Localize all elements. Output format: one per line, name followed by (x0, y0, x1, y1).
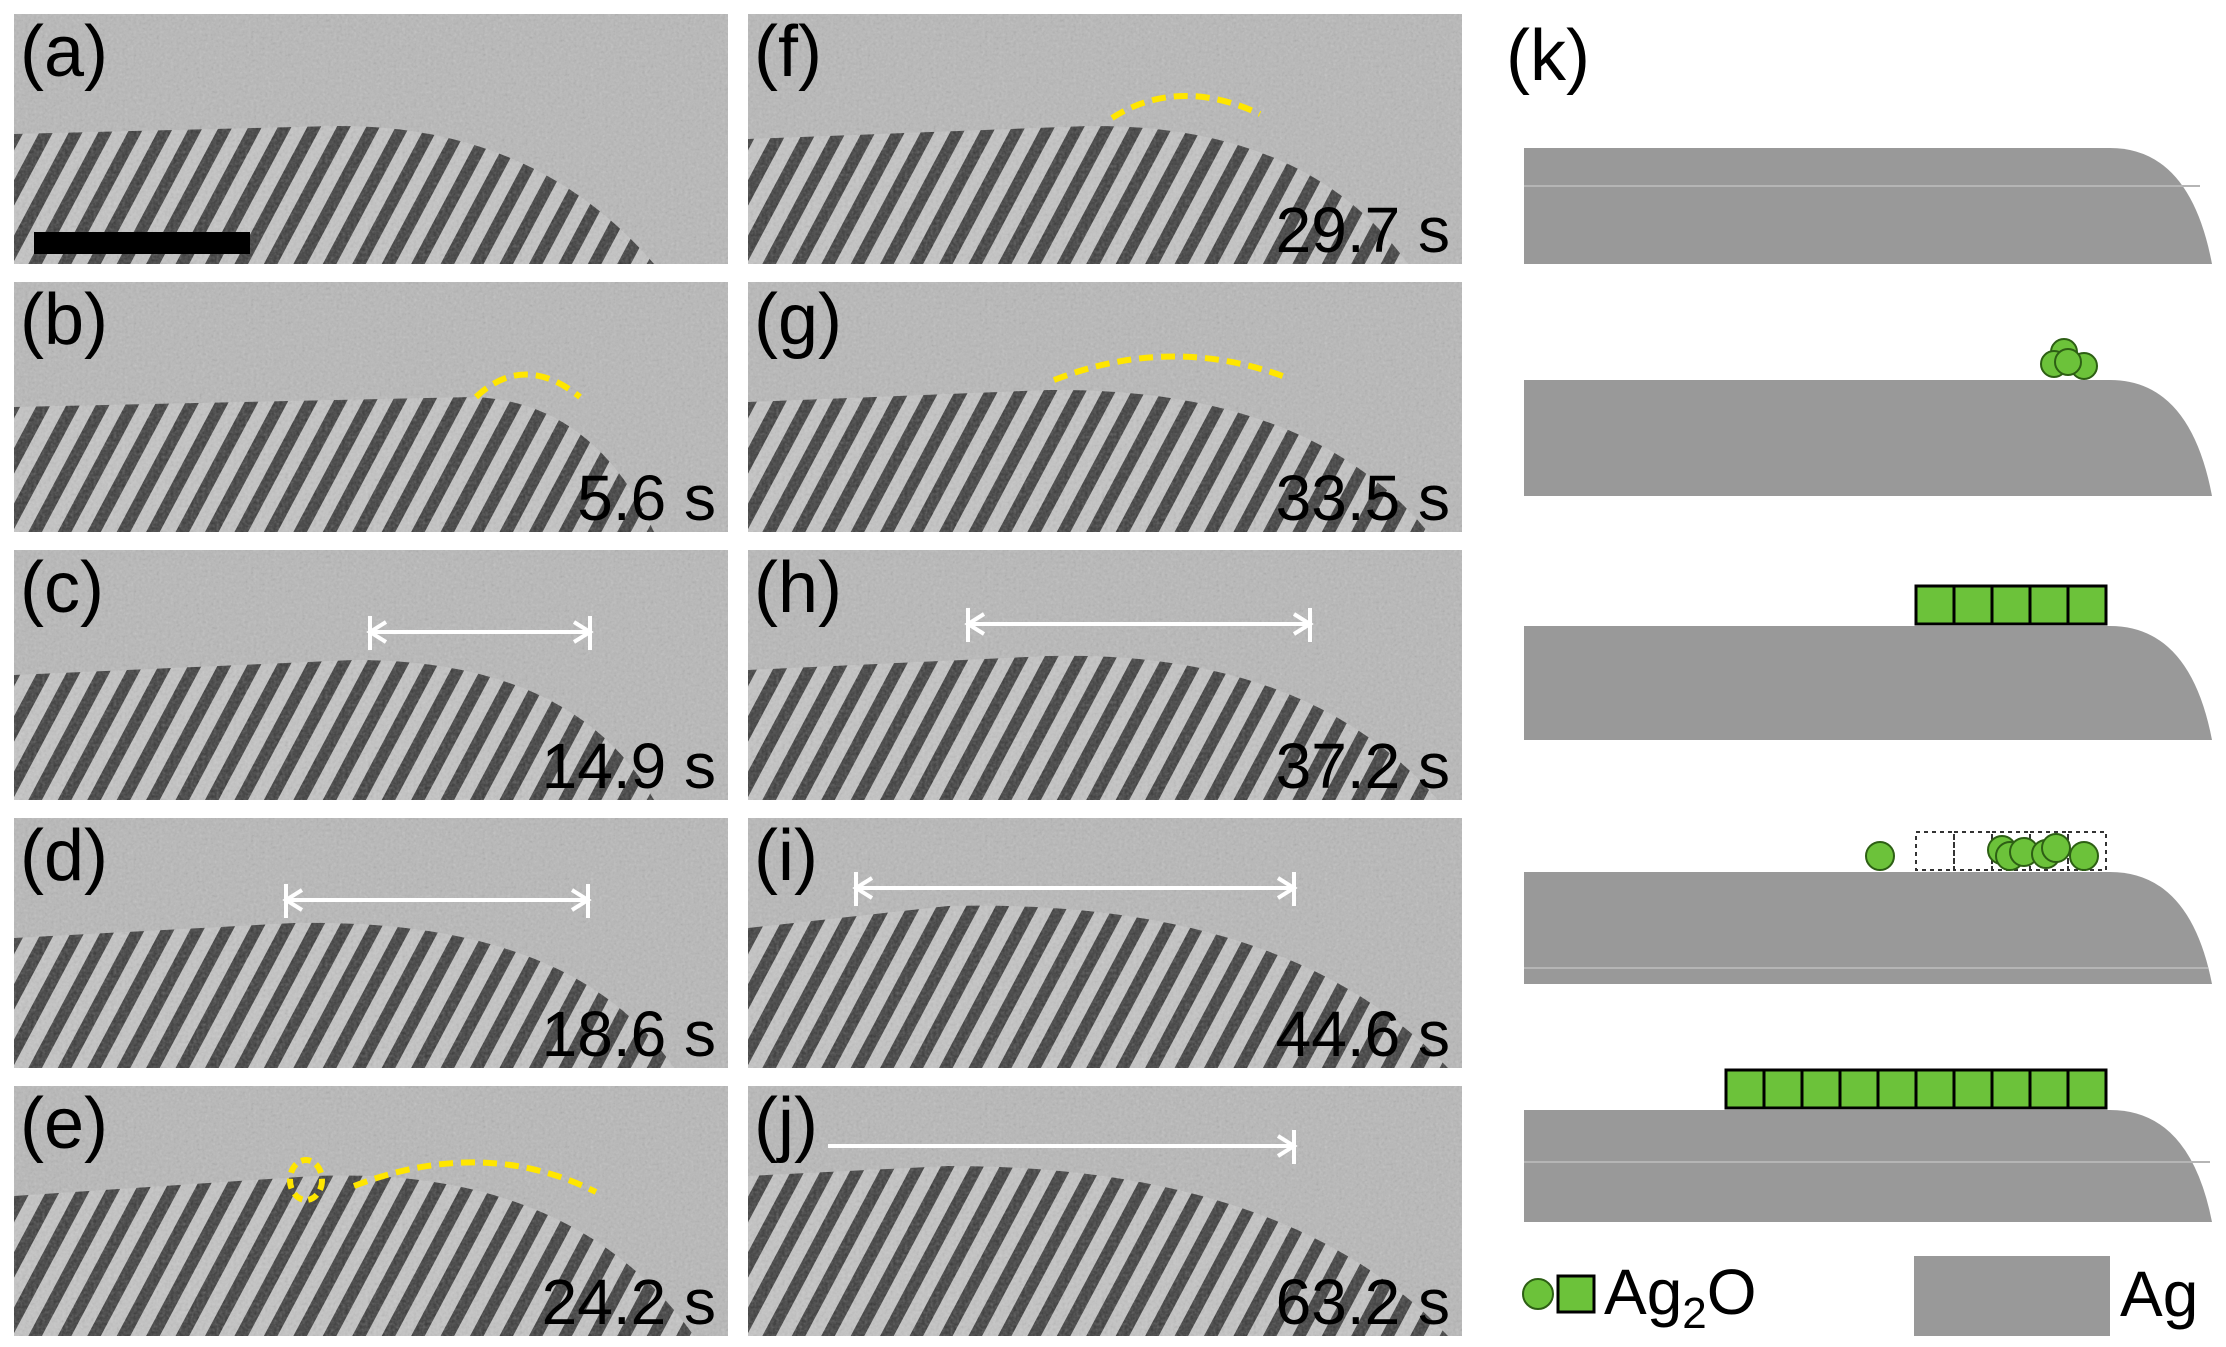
panel-label: (c) (20, 550, 104, 628)
yellow-dashed-outline (1110, 92, 1262, 121)
panel-time: 18.6 s (541, 998, 716, 1068)
panel-label: (a) (20, 14, 108, 92)
stage-4-decomposition (1524, 831, 2212, 984)
panel-time: 33.5 s (1275, 462, 1450, 532)
tem-panel-c: (c) 14.9 s (14, 550, 728, 800)
panel-time: 44.6 s (1275, 998, 1450, 1068)
tem-texture (14, 818, 728, 1068)
stage-1-bare-ag (1524, 148, 2212, 264)
ag2o-particle (1865, 841, 1895, 871)
yellow-dashed-outline (1052, 353, 1290, 383)
tem-texture (748, 1086, 1462, 1336)
ag2o-particle (2069, 841, 2099, 871)
tem-panel-h: (h) 37.2 s (748, 550, 1462, 800)
schematic-label: (k) (1506, 16, 1590, 96)
panel-time: 14.9 s (541, 730, 716, 800)
ag2o-block-row (1724, 1068, 2108, 1110)
stage-5-extended-layer (1524, 1068, 2212, 1222)
white-span-arrow (964, 608, 1314, 642)
panel-time: 63.2 s (1275, 1266, 1450, 1336)
tem-panel-e: (e) 24.2 s (14, 1086, 728, 1336)
stage-3-oxide-layer (1524, 584, 2212, 740)
ag2o-block-row (1914, 584, 2108, 626)
panel-label: (j) (754, 1086, 818, 1164)
tem-panel-b: (b) 5.6 s (14, 282, 728, 532)
panel-time: 29.7 s (1275, 194, 1450, 264)
tem-texture (14, 550, 728, 800)
yellow-dashed-outline (473, 371, 582, 400)
yellow-dashed-outline (287, 1157, 598, 1203)
panel-label: (e) (20, 1086, 108, 1164)
tem-texture (748, 14, 1462, 264)
scale-bar (34, 232, 250, 254)
panel-time: 24.2 s (541, 1266, 716, 1336)
tem-panel-i: (i) 44.6 s (748, 818, 1462, 1068)
legend-ag-swatch (1914, 1256, 2110, 1336)
panel-label: (g) (754, 282, 842, 360)
legend-circle-icon (1522, 1278, 1554, 1310)
legend-ag2o-label: Ag2O (1604, 1260, 1757, 1336)
tem-panel-j: (j) 63.2 s (748, 1086, 1462, 1336)
tem-texture (14, 282, 728, 532)
panel-label: (h) (754, 550, 842, 628)
panel-time: 37.2 s (1275, 730, 1450, 800)
tem-texture (748, 550, 1462, 800)
tem-texture (14, 1086, 728, 1336)
white-span-arrow (282, 884, 592, 918)
legend-ag-label: Ag (2120, 1258, 2199, 1330)
legend-ag2o-main: Ag (1604, 1256, 1683, 1328)
panel-label: (i) (754, 818, 818, 896)
legend-ag2o-tail: O (1706, 1256, 1757, 1328)
schematic-diagram (1522, 148, 2212, 1336)
tem-panel-g: (g) 33.5 s (748, 282, 1462, 532)
tem-texture (748, 282, 1462, 532)
tem-panel-a: (a) (14, 14, 728, 264)
panel-label: (d) (20, 818, 108, 896)
legend-square-icon (1556, 1274, 1596, 1314)
ag2o-particle (2054, 348, 2082, 376)
panel-label: (f) (754, 14, 822, 92)
panel-time: 5.6 s (577, 462, 716, 532)
white-span-arrow (828, 1130, 1298, 1164)
white-span-arrow (366, 616, 594, 650)
legend-ag2o-sub: 2 (1682, 1288, 1707, 1338)
tem-texture (748, 818, 1462, 1068)
panel-label: (b) (20, 282, 108, 360)
tem-texture (14, 14, 728, 264)
tem-panel-d: (d) 18.6 s (14, 818, 728, 1068)
white-span-arrow (852, 872, 1298, 906)
tem-panel-f: (f) 29.7 s (748, 14, 1462, 264)
ag2o-particle (2041, 833, 2071, 863)
stage-2-nuclei (1524, 338, 2212, 496)
